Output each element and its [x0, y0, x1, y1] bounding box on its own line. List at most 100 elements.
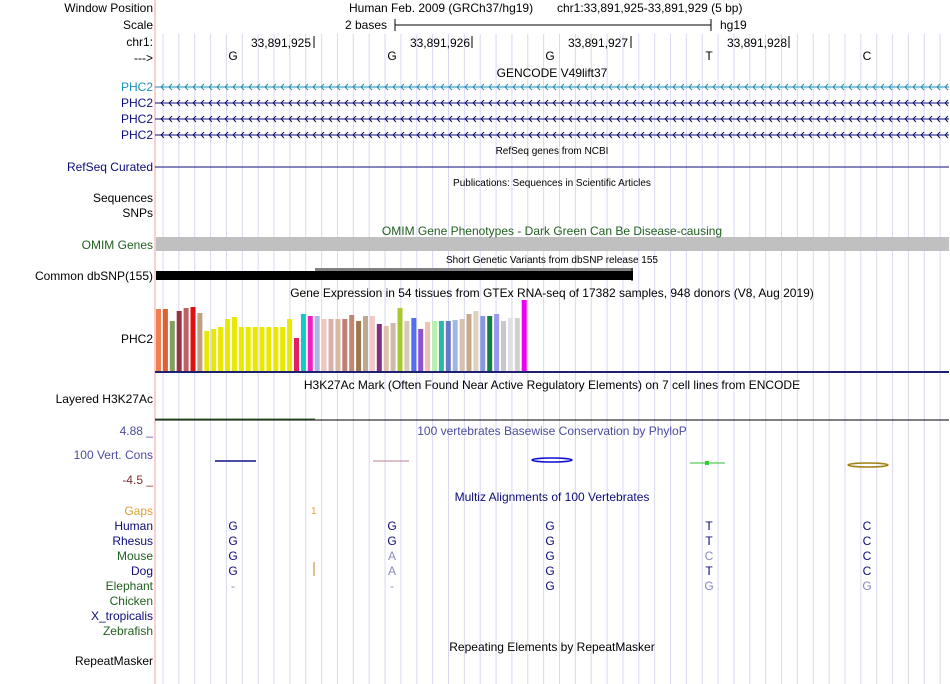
strand-arrow-icon [920, 83, 925, 91]
gtex-tissue-bar [501, 321, 506, 371]
gtex-tissue-bar [397, 308, 403, 371]
strand-arrow-icon [840, 115, 845, 123]
strand-arrow-icon [616, 131, 621, 139]
multiz-aligned-base: G [228, 564, 238, 578]
strand-arrow-icon [504, 115, 509, 123]
strand-arrow-icon [744, 99, 749, 107]
multiz-species-label[interactable]: Rhesus [112, 534, 153, 548]
gtex-tissue-bar [494, 314, 500, 371]
strand-arrow-icon [768, 131, 773, 139]
multiz-aligned-base: C [704, 549, 714, 563]
multiz-species-label[interactable]: Mouse [116, 549, 153, 563]
dbsnp-track-label[interactable]: Common dbSNP(155) [34, 269, 153, 283]
strand-arrow-icon [880, 99, 885, 107]
strand-arrow-icon [520, 131, 525, 139]
strand-arrow-icon [648, 99, 653, 107]
multiz-species-label[interactable]: X_tropicalis [90, 609, 153, 623]
refseq-track-label[interactable]: RefSeq Curated [66, 160, 153, 174]
ref-base: G [228, 49, 238, 63]
strand-arrow-icon [640, 83, 645, 91]
strand-arrow-icon [496, 131, 501, 139]
strand-arrow-icon [752, 99, 757, 107]
multiz-aligned-base: G [545, 519, 555, 533]
strand-arrow-icon [648, 115, 653, 123]
publications-sequences-label[interactable]: Sequences [92, 191, 153, 205]
strand-arrow-icon [816, 131, 821, 139]
gtex-tissue-bar [259, 327, 265, 371]
h3k27ac-track-label[interactable]: Layered H3K27Ac [55, 392, 153, 406]
strand-arrow-icon [432, 99, 437, 107]
repeatmasker-track-label[interactable]: RepeatMasker [74, 654, 153, 668]
strand-arrow-icon [744, 83, 749, 91]
gtex-tissue-bar [452, 320, 458, 371]
strand-arrow-icon [808, 99, 813, 107]
gtex-tissue-bar [176, 311, 182, 371]
multiz-species-label[interactable]: Zebrafish [102, 624, 153, 638]
gtex-gene-label[interactable]: PHC2 [120, 332, 153, 346]
strand-arrow-icon [712, 115, 717, 123]
strand-arrow-icon [464, 99, 469, 107]
strand-arrow-icon [200, 83, 205, 91]
strand-arrow-icon [768, 83, 773, 91]
gencode-gene-label[interactable]: PHC2 [120, 128, 153, 142]
strand-arrow-icon [864, 115, 869, 123]
multiz-aligned-base: T [705, 534, 713, 548]
strand-arrow-icon [320, 115, 325, 123]
multiz-species-label[interactable]: Chicken [109, 594, 153, 608]
strand-arrow-icon [560, 131, 565, 139]
strand-arrow-icon [328, 115, 333, 123]
gencode-gene-label[interactable]: PHC2 [120, 112, 153, 126]
multiz-species-label[interactable]: Human [114, 519, 153, 533]
gencode-gene-label[interactable]: PHC2 [120, 96, 153, 110]
gencode-gene-label[interactable]: PHC2 [120, 80, 153, 94]
multiz-species-label[interactable]: Dog [130, 564, 153, 578]
strand-arrow-icon [536, 131, 541, 139]
strand-arrow-icon [472, 115, 477, 123]
strand-arrow-icon [568, 83, 573, 91]
strand-arrow-icon [688, 131, 693, 139]
strand-arrow-icon [248, 99, 253, 107]
omim-track-label[interactable]: OMIM Genes [81, 238, 153, 252]
gtex-tissue-bar [321, 319, 327, 371]
multiz-aligned-base: A [387, 564, 396, 578]
strand-arrow-icon [352, 115, 357, 123]
strand-arrow-icon [472, 99, 477, 107]
strand-arrow-icon [936, 131, 941, 139]
multiz-aligned-base: - [231, 579, 235, 593]
strand-arrow-icon [496, 83, 501, 91]
multiz-species-label[interactable]: Elephant [105, 579, 153, 593]
strand-arrow-icon [528, 115, 533, 123]
strand-arrow-icon [936, 115, 941, 123]
strand-arrow-icon [888, 115, 893, 123]
strand-arrow-icon [192, 83, 197, 91]
gtex-tissue-bar [432, 321, 437, 371]
gtex-tissue-bar [507, 318, 513, 371]
strand-arrow-icon [576, 83, 581, 91]
strand-arrow-icon [224, 131, 229, 139]
strand-arrow-icon [824, 131, 829, 139]
strand-arrow-icon [688, 99, 693, 107]
strand-arrow-icon [256, 99, 261, 107]
gtex-tissue-bar [390, 323, 396, 371]
strand-arrow-icon [248, 115, 253, 123]
strand-arrow-icon [248, 83, 253, 91]
strand-arrow-icon [936, 99, 941, 107]
gtex-tissue-bar [204, 331, 210, 371]
strand-arrow-icon [504, 131, 509, 139]
strand-arrow-icon [280, 83, 285, 91]
strand-arrow-icon [296, 115, 301, 123]
dbsnp-variant-bar [315, 268, 633, 271]
strand-arrow-icon [296, 99, 301, 107]
phylop-track-label[interactable]: 100 Vert. Cons [73, 448, 153, 462]
strand-arrow-icon [944, 99, 949, 107]
strand-arrow-icon [560, 99, 565, 107]
gtex-tissue-bar [231, 317, 237, 371]
strand-arrow-icon [440, 115, 445, 123]
strand-arrow-icon [320, 131, 325, 139]
gaps-label[interactable]: Gaps [124, 504, 153, 518]
strand-arrow-icon [256, 115, 261, 123]
publications-snps-label[interactable]: SNPs [122, 206, 153, 220]
strand-arrow-icon [608, 99, 613, 107]
strand-arrow-icon [368, 83, 373, 91]
